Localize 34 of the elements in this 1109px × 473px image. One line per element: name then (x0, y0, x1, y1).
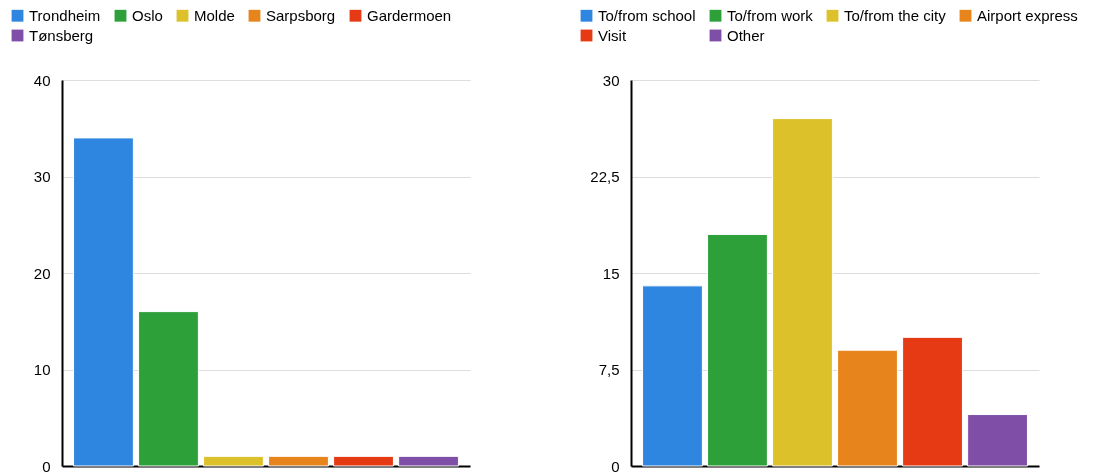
y-tick-label: 30 (602, 71, 620, 89)
bar (772, 118, 833, 467)
legend-label: Trondheim (29, 6, 101, 24)
bar (902, 336, 963, 467)
bar (268, 455, 329, 467)
y-tick-label: 0 (611, 457, 620, 473)
bar (398, 455, 459, 467)
legend-label: To/from the city (844, 6, 947, 24)
legend-label: Visit (598, 26, 627, 44)
bar (73, 137, 134, 467)
bar (203, 455, 264, 467)
legend-label: Airport express (977, 6, 1078, 24)
legend-label: Other (727, 26, 765, 44)
y-tick-label: 30 (33, 168, 51, 185)
bar (138, 311, 199, 467)
y-tick-label: 40 (33, 71, 51, 89)
y-tick-label: 10 (33, 361, 51, 378)
bar (707, 233, 768, 467)
legend-label: Molde (194, 6, 235, 24)
y-tick-label: 15 (602, 264, 620, 282)
bar (967, 414, 1028, 467)
y-tick-label: 20 (33, 264, 51, 282)
y-tick-label: 0 (42, 457, 51, 473)
legend-label: To/from school (598, 6, 696, 24)
bar (837, 349, 898, 467)
y-tick-label: 22,5 (590, 168, 620, 185)
bar (642, 285, 703, 467)
legend-label: Gardermoen (367, 6, 452, 24)
legend-label: Oslo (132, 6, 163, 24)
legend-label: Tønsberg (29, 26, 94, 44)
y-tick-label: 7,5 (598, 361, 620, 378)
legend-label: To/from work (727, 6, 814, 24)
bar (333, 455, 394, 467)
legend-label: Sarpsborg (266, 6, 336, 24)
